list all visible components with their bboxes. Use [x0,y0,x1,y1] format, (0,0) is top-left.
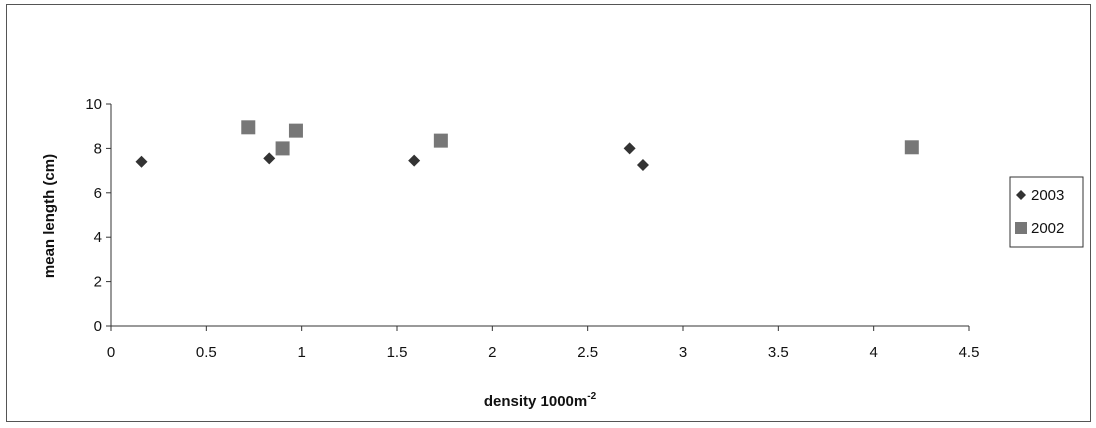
x-tick-label: 4.5 [959,344,980,361]
point-2002 [288,123,303,138]
legend-box [1009,176,1084,248]
x-tick-label: 1.5 [387,344,408,361]
y-tick-label: 4 [94,229,102,246]
axes [110,104,969,327]
x-tick-label: 0.5 [196,344,217,361]
x-tick-label: 2.5 [577,344,598,361]
chart-frame [6,4,1091,422]
point-2003 [135,155,148,168]
y-axis-title: mean length (cm) [41,154,58,278]
x-axis-title-superscript: -2 [587,391,596,402]
x-tick-label: 3.5 [768,344,789,361]
x-axis-title: density 1000m-2 [484,391,597,410]
legend: 2003 2002 [1009,176,1084,248]
x-tick-label: 0 [107,344,115,361]
legend-items: 2003 2002 [1015,187,1064,237]
x-tick-label: 2 [488,344,496,361]
point-2003 [623,142,636,155]
x-axis-title-main: density 1000m [484,393,587,410]
y-tick-label: 0 [94,318,102,335]
legend-marker-2003 [1016,190,1026,200]
y-tick-label: 10 [85,96,102,113]
y-tick-label: 6 [94,185,102,202]
point-2002 [275,141,290,156]
data-points [135,120,919,172]
legend-label-2002: 2002 [1031,220,1064,237]
x-tick-label: 3 [679,344,687,361]
point-2002 [241,120,256,135]
point-2002 [904,140,919,155]
y-tick-label: 8 [94,140,102,157]
ticks: 0 0.5 1 1.5 2 2.5 3 3.5 4 4.5 0 2 4 6 8 10 [85,96,979,361]
point-2003 [636,159,649,172]
x-tick-label: 1 [297,344,305,361]
legend-marker-2002 [1015,222,1027,234]
point-2002 [433,133,448,148]
x-tick-label: 4 [869,344,877,361]
point-2003 [263,152,276,165]
y-tick-label: 2 [94,274,102,291]
legend-label-2003: 2003 [1031,187,1064,204]
point-2003 [408,154,421,167]
